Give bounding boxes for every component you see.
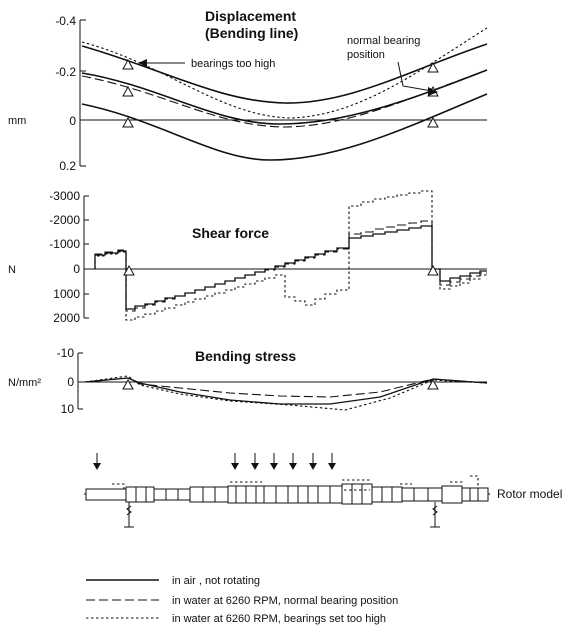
load-arrow-icon <box>93 453 101 470</box>
bearing-marker-icon <box>122 116 134 128</box>
arrow-right-icon <box>428 87 438 96</box>
annotation-normal-line1: normal bearing <box>347 35 420 47</box>
legend-label: in water at 6260 RPM, bearings set too h… <box>172 613 386 625</box>
bearing-marker-icon <box>427 264 439 276</box>
displacement-curve-water-normal <box>81 69 488 128</box>
displacement-curve-air-middle <box>81 69 488 125</box>
displacement-curve-air-lower <box>81 93 488 161</box>
arrow-left-icon <box>138 59 147 67</box>
displacement-title-line2: (Bending line) <box>205 25 298 41</box>
legend-label: in air , not rotating <box>172 575 260 587</box>
displacement-title-line1: Displacement <box>205 8 296 24</box>
shear-force-panel: Shear force -3000 -2000 -1000 0 1000 200… <box>8 189 487 325</box>
stress-tick-label: 0 <box>67 375 74 389</box>
stress-tick-label: -10 <box>57 346 75 360</box>
shear-tick-label: 0 <box>73 262 80 276</box>
stress-curve-water-normal <box>84 377 488 398</box>
bearing-support-right <box>430 502 440 528</box>
displacement-tick-label: -0.2 <box>55 65 76 79</box>
bearing-marker-icon <box>122 378 134 390</box>
displacement-tick-label: 0.2 <box>59 159 76 173</box>
displacement-curve-air-upper <box>81 43 488 104</box>
bending-stress-panel: Bending stress -10 0 10 N/mm² <box>8 346 488 416</box>
rotor-model-diagram: Rotor model <box>84 453 562 528</box>
stress-curve-water-high <box>84 375 488 411</box>
bearing-marker-icon <box>427 378 439 390</box>
bearing-marker-icon <box>122 85 134 97</box>
annotation-normal-line2: position <box>347 49 385 61</box>
bearing-marker-icon <box>427 116 439 128</box>
shear-curve-air <box>94 225 487 310</box>
displacement-tick-label: -0.4 <box>55 14 76 28</box>
shear-curve-water-normal <box>94 220 487 312</box>
shear-tick-label: -1000 <box>49 237 80 251</box>
stress-y-axis <box>77 352 83 410</box>
shear-tick-label: 1000 <box>53 287 80 301</box>
shear-tick-label: 2000 <box>53 311 80 325</box>
displacement-tick-label: 0 <box>69 114 76 128</box>
bearing-marker-icon <box>427 61 439 73</box>
bearing-support-left <box>124 502 134 528</box>
bending-stress-title: Bending stress <box>195 348 296 364</box>
shear-y-axis <box>83 195 89 319</box>
rotor-shaft <box>84 475 490 505</box>
shear-tick-label: -3000 <box>49 189 80 203</box>
shear-force-title: Shear force <box>192 225 269 241</box>
shear-unit-label: N <box>8 264 16 276</box>
shear-tick-label: -2000 <box>49 213 80 227</box>
annotation-normal-arrow-line <box>397 61 433 92</box>
stress-unit-label: N/mm² <box>8 377 41 389</box>
displacement-unit-label: mm <box>8 115 26 127</box>
shear-curve-water-high <box>94 190 487 321</box>
annotation-bearings-too-high: bearings too high <box>191 58 275 70</box>
bearing-marker-icon <box>123 264 135 276</box>
legend: in air , not rotating in water at 6260 R… <box>86 575 398 625</box>
displacement-curve-water-high <box>81 27 488 119</box>
load-arrows-group <box>231 453 336 470</box>
bearing-marker-icon <box>122 58 134 70</box>
legend-label: in water at 6260 RPM, normal bearing pos… <box>172 595 398 607</box>
displacement-panel: Displacement (Bending line) -0.4 -0.2 0 … <box>8 8 488 173</box>
stress-tick-label: 10 <box>61 402 75 416</box>
rotor-model-label: Rotor model <box>497 487 562 501</box>
